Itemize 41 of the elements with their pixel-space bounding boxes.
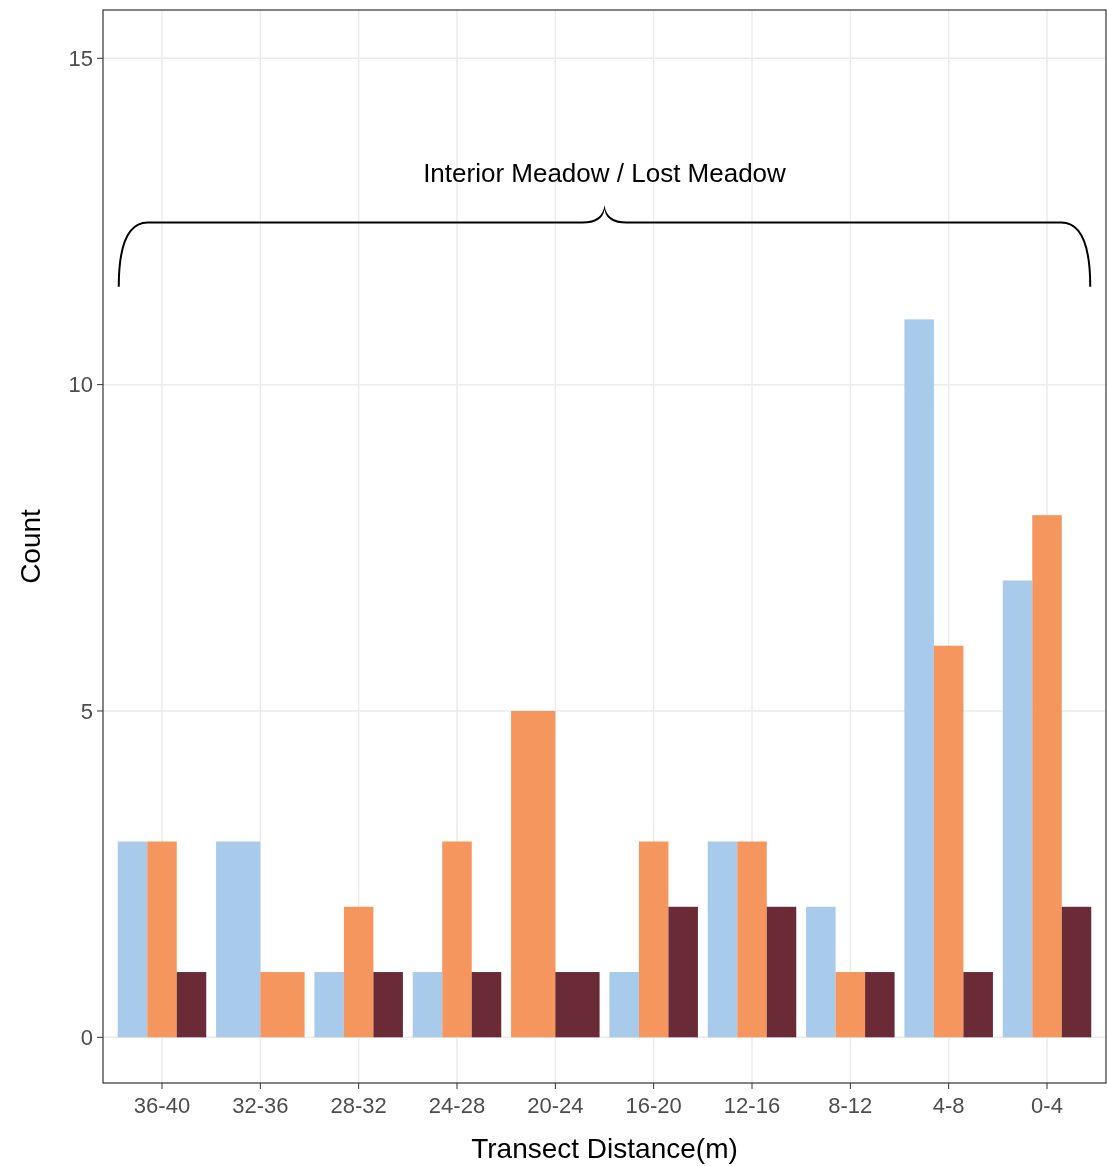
x-tick-label: 32-36 (232, 1093, 289, 1118)
x-tick-label: 0-4 (1031, 1093, 1063, 1118)
bar (609, 972, 639, 1038)
bar (865, 972, 895, 1038)
bar (963, 972, 993, 1038)
bar (707, 841, 738, 1038)
bar (412, 972, 443, 1038)
y-tick-label: 15 (68, 46, 93, 71)
bar (442, 841, 472, 1038)
x-tick-label: 20-24 (527, 1093, 584, 1118)
bar (147, 841, 177, 1038)
y-tick-label: 5 (80, 698, 93, 724)
bar (668, 906, 698, 1038)
x-tick-label: 28-32 (330, 1093, 387, 1118)
bar (737, 841, 767, 1038)
annotation: Interior Meadow / Lost Meadow (423, 158, 787, 189)
bar (176, 972, 207, 1038)
y-tick-label: 0 (80, 1025, 93, 1051)
bar (1002, 580, 1033, 1038)
x-tick-label: 36-40 (133, 1093, 191, 1118)
bar (1061, 906, 1092, 1038)
bar (835, 972, 866, 1038)
x-tick-label: 24-28 (428, 1093, 486, 1118)
y-tick-label: 10 (68, 372, 93, 398)
x-tick-label: 8-12 (828, 1093, 873, 1118)
x-tick-label: 4-8 (932, 1093, 965, 1118)
bar (471, 972, 502, 1038)
y-axis-title: Count (15, 508, 46, 584)
bar (638, 841, 669, 1038)
bar (933, 645, 964, 1038)
bar (117, 841, 148, 1038)
bar (373, 972, 403, 1038)
bar (1032, 515, 1062, 1038)
bar (904, 319, 934, 1038)
bar (766, 906, 797, 1038)
x-tick-label: 12-16 (723, 1093, 781, 1118)
bar (343, 906, 374, 1038)
bar (314, 972, 344, 1038)
x-axis-title: Transect Distance(m) (471, 1133, 738, 1164)
x-tick-label: 16-20 (625, 1093, 682, 1118)
bar (806, 906, 836, 1038)
